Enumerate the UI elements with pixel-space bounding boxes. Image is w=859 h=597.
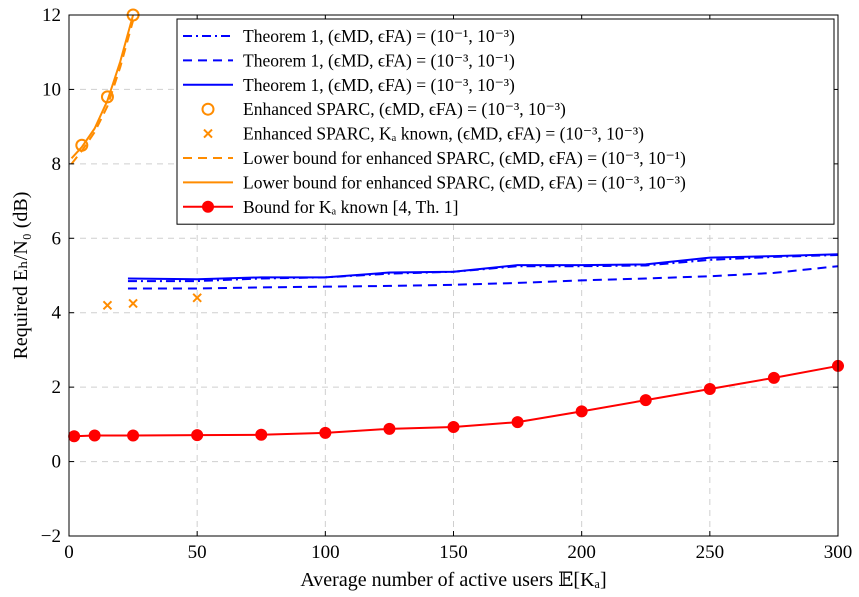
x-tick-label: 250 <box>696 542 725 563</box>
legend-item: Lower bound for enhanced SPARC, (ϵMD, ϵF… <box>183 172 686 192</box>
series-line <box>70 20 135 165</box>
y-tick-label: −2 <box>41 526 61 547</box>
y-tick-label: 12 <box>42 5 61 26</box>
marker-stroke <box>102 300 113 310</box>
series-1 <box>127 254 839 283</box>
y-tick-label: 10 <box>42 79 61 100</box>
series-line <box>74 364 839 438</box>
x-tick-label: 50 <box>188 542 207 563</box>
legend-marker <box>201 102 215 116</box>
series-8 <box>68 359 844 443</box>
legend-label: Lower bound for enhanced SPARC, (ϵMD, ϵF… <box>243 172 686 192</box>
x-tick-label: 200 <box>567 542 596 563</box>
legend-label: Bound for Kₐ known [4, Th. 1] <box>243 197 458 217</box>
marker-stroke <box>128 298 138 309</box>
y-tick-label: 4 <box>52 303 62 324</box>
plot-area <box>68 8 844 443</box>
y-tick-label: 6 <box>52 228 62 249</box>
marker-stroke <box>192 293 202 303</box>
marker-stroke <box>203 128 213 139</box>
data-point <box>255 428 268 441</box>
legend-item: Lower bound for enhanced SPARC, (ϵMD, ϵF… <box>183 148 686 168</box>
y-tick-label: 2 <box>52 377 62 398</box>
legend-marker <box>203 128 213 139</box>
data-point <box>68 430 81 443</box>
x-tick-label: 300 <box>824 542 853 563</box>
series-6 <box>70 20 135 165</box>
data-point <box>192 293 202 303</box>
legend-label: Theorem 1, (ϵMD, ϵFA) = (10⁻³, 10⁻¹) <box>243 50 515 70</box>
data-point <box>447 420 460 433</box>
data-point <box>191 429 204 442</box>
legend-item: Enhanced SPARC, (ϵMD, ϵFA) = (10⁻³, 10⁻³… <box>201 99 566 119</box>
data-point <box>128 298 138 309</box>
x-axis-title: Average number of active users 𝔼[Kₐ] <box>300 569 606 591</box>
data-point <box>319 426 332 439</box>
series-3 <box>127 253 839 281</box>
data-point <box>575 405 588 418</box>
legend-label: Lower bound for enhanced SPARC, (ϵMD, ϵF… <box>243 148 686 168</box>
legend-item: Theorem 1, (ϵMD, ϵFA) = (10⁻³, 10⁻³) <box>183 75 515 95</box>
legend-label: Theorem 1, (ϵMD, ϵFA) = (10⁻¹, 10⁻³) <box>243 26 515 46</box>
series-line <box>70 14 135 159</box>
x-tick-label: 150 <box>439 542 468 563</box>
series-7 <box>70 14 135 159</box>
legend-item: Theorem 1, (ϵMD, ϵFA) = (10⁻³, 10⁻¹) <box>183 50 515 70</box>
data-point <box>511 416 524 429</box>
legend-label: Theorem 1, (ϵMD, ϵFA) = (10⁻³, 10⁻³) <box>243 75 515 95</box>
data-point <box>767 371 780 384</box>
series-line <box>127 254 839 283</box>
legend-label: Enhanced SPARC, Kₐ known, (ϵMD, ϵFA) = (… <box>243 124 644 144</box>
legend-item: Theorem 1, (ϵMD, ϵFA) = (10⁻¹, 10⁻³) <box>183 26 515 46</box>
series-5 <box>102 293 202 310</box>
data-point <box>639 394 652 407</box>
y-tick-label: 8 <box>52 154 62 175</box>
data-point <box>88 429 101 442</box>
legend-item: Enhanced SPARC, Kₐ known, (ϵMD, ϵFA) = (… <box>203 124 644 144</box>
series-2 <box>127 265 839 290</box>
y-tick-label: 0 <box>52 452 62 473</box>
data-point <box>127 429 140 442</box>
x-tick-label: 0 <box>64 542 74 563</box>
data-point <box>383 422 396 435</box>
data-point <box>102 300 113 310</box>
data-point <box>703 383 716 396</box>
series-line <box>127 253 839 281</box>
x-tick-label: 100 <box>311 542 340 563</box>
y-axis-title: Required Eₕ/N₀ (dB) <box>10 192 32 360</box>
legend-marker <box>202 200 214 213</box>
legend-label: Enhanced SPARC, (ϵMD, ϵFA) = (10⁻³, 10⁻³… <box>243 99 566 119</box>
legend-box <box>176 18 835 225</box>
legend-item: Bound for Kₐ known [4, Th. 1] <box>183 197 458 217</box>
series-line <box>127 265 839 290</box>
legend: Theorem 1, (ϵMD, ϵFA) = (10⁻¹, 10⁻³) Theo… <box>176 18 835 225</box>
